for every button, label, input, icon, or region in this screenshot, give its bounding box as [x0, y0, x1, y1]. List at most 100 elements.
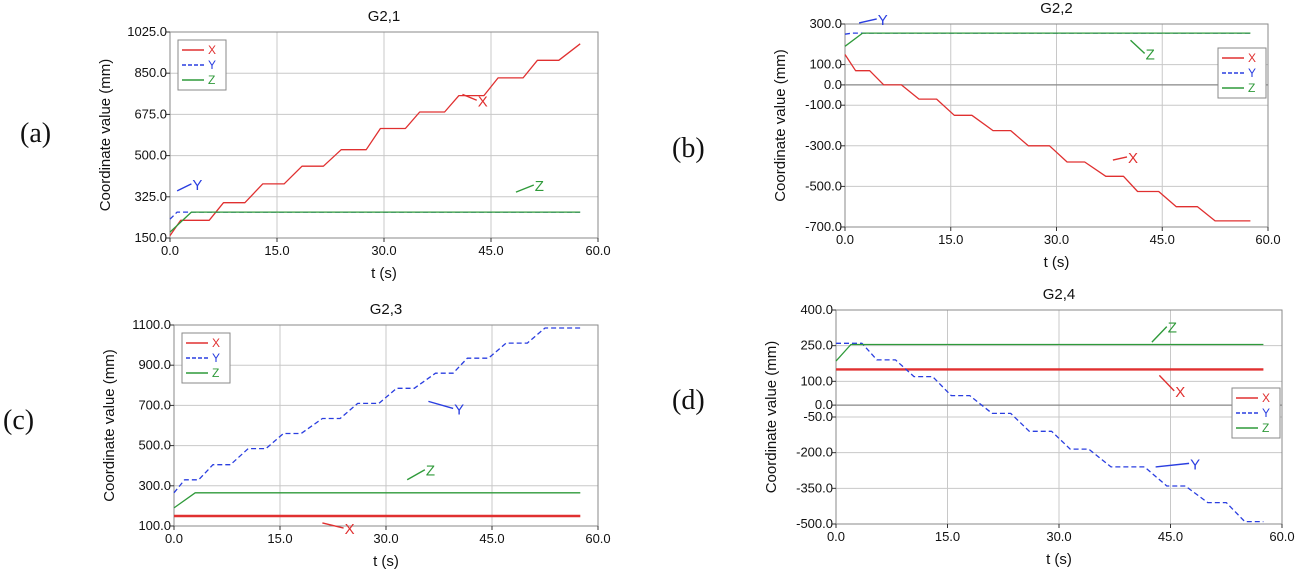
annotation-leader: [515, 184, 535, 193]
series-line-z: [173, 492, 581, 509]
series-line-y: [173, 327, 581, 494]
annotation-label: X: [345, 521, 355, 538]
y-tick-label: 675.0: [134, 106, 167, 121]
series-line-x: [169, 43, 581, 236]
legend-label: X: [212, 336, 220, 350]
x-tick-label: 0.0: [161, 243, 179, 258]
x-tick-label: 30.0: [373, 531, 398, 546]
series-line-z: [169, 211, 581, 233]
x-tick-label: 15.0: [935, 529, 960, 544]
annotation-label: X: [1128, 150, 1138, 167]
chart-panel-c: (c) G2,3 0.0 15.0 30.0 45.0 60.0 100.0 300.0 500.…: [3, 301, 611, 570]
y-axis-label: Coordinate value (mm): [101, 349, 118, 502]
x-axis-label: t (s): [371, 265, 397, 282]
x-tick-label: 45.0: [1158, 529, 1183, 544]
annotation-leader: [176, 183, 192, 192]
y-tick-label: 900.0: [138, 357, 171, 372]
annotation-label: Z: [1168, 320, 1177, 337]
x-tick-label: 45.0: [478, 243, 503, 258]
legend-label: Y: [208, 58, 216, 72]
y-tick-label: -300.0: [805, 138, 842, 153]
annotation-leader: [1155, 462, 1190, 468]
grid: [835, 309, 1283, 525]
x-tick-label: 15.0: [938, 232, 963, 247]
legend-label: Y: [212, 351, 220, 365]
y-tick-label: -200.0: [796, 445, 833, 460]
annotation-leader: [428, 400, 454, 410]
y-tick-label: 850.0: [134, 65, 167, 80]
x-tick-label: 30.0: [1044, 232, 1069, 247]
x-axis-label: t (s): [1044, 254, 1070, 271]
x-tick-label: 45.0: [479, 531, 504, 546]
x-tick-label: 0.0: [827, 529, 845, 544]
x-tick-label: 15.0: [264, 243, 289, 258]
x-axis-label: t (s): [1046, 551, 1072, 568]
y-tick-label: 0.0: [824, 77, 842, 92]
annotation-leader: [1112, 156, 1128, 161]
chart-title: G2,2: [1040, 0, 1073, 17]
legend-label: X: [1262, 391, 1270, 405]
grid: [169, 31, 599, 239]
annotation-leader: [406, 469, 426, 481]
legend: XYZ: [1217, 47, 1267, 99]
legend-label: Z: [208, 73, 215, 87]
legend-label: Z: [1262, 421, 1269, 435]
y-tick-label: 400.0: [800, 302, 833, 317]
chart-title: G2,3: [370, 301, 403, 318]
y-axis-label: Coordinate value (mm): [772, 49, 789, 202]
x-tick-label: 15.0: [267, 531, 292, 546]
annotation-leader: [322, 522, 344, 529]
legend-label: Y: [1248, 66, 1256, 80]
legend-label: Y: [1262, 406, 1270, 420]
y-tick-label: 300.0: [138, 478, 171, 493]
grid: [173, 324, 599, 527]
x-tick-label: 0.0: [165, 531, 183, 546]
y-tick-label: 100.0: [138, 518, 171, 533]
panel-label: (b): [672, 133, 705, 164]
y-tick-label: 1025.0: [127, 24, 167, 39]
y-tick-label: -50.0: [803, 409, 833, 424]
x-tick-label: 45.0: [1150, 232, 1175, 247]
y-tick-label: 100.0: [809, 57, 842, 72]
y-tick-label: -500.0: [796, 516, 833, 531]
annotation-leader: [1158, 374, 1175, 392]
x-tick-label: 60.0: [585, 531, 610, 546]
annotation-label: X: [478, 93, 488, 110]
y-axis-label: Coordinate value (mm): [763, 341, 780, 494]
panel-label: (d): [672, 385, 705, 416]
legend: XYZ: [177, 39, 227, 91]
annotation-leader: [462, 93, 478, 101]
annotation-leader: [1151, 326, 1168, 343]
panel-label: (c): [3, 405, 34, 436]
annotation-label: Z: [1146, 46, 1155, 63]
y-tick-label: 250.0: [800, 338, 833, 353]
y-tick-label: 700.0: [138, 397, 171, 412]
x-tick-label: 60.0: [585, 243, 610, 258]
legend-label: X: [208, 43, 216, 57]
series-line-z: [835, 343, 1264, 362]
series-line-z: [844, 32, 1251, 47]
chart-title: G2,1: [368, 8, 401, 25]
x-tick-label: 0.0: [836, 232, 854, 247]
annotation-leader: [1130, 39, 1146, 54]
chart-panel-d: (d) G2,4 0.0 15.0 30.0 45.0 60.0 -500.0 -350.0 -2…: [672, 286, 1295, 568]
annotation-label: Z: [426, 463, 435, 480]
y-tick-label: -100.0: [805, 97, 842, 112]
legend: XYZ: [1231, 387, 1281, 439]
y-tick-label: 0.0: [815, 397, 833, 412]
y-tick-label: 100.0: [800, 373, 833, 388]
panel-label: (a): [20, 118, 51, 149]
y-tick-label: 500.0: [138, 438, 171, 453]
y-axis-label: Coordinate value (mm): [97, 59, 114, 212]
y-tick-label: -700.0: [805, 219, 842, 234]
annotation-label: Y: [454, 401, 464, 418]
y-tick-label: 300.0: [809, 16, 842, 31]
series-line-y: [836, 342, 1264, 523]
x-tick-label: 60.0: [1255, 232, 1280, 247]
chart-panel-b: (b) G2,2 0.0 15.0 30.0 45.0 60.0 -700.0 -500.0 -3…: [672, 0, 1281, 271]
y-tick-label: 150.0: [134, 230, 167, 245]
x-tick-label: 30.0: [371, 243, 396, 258]
legend: XYZ: [181, 332, 231, 384]
annotation-leader: [858, 18, 877, 24]
